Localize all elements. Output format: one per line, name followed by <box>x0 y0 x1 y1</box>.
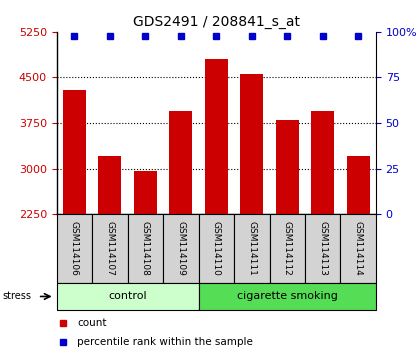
Bar <box>205 59 228 214</box>
Text: GSM114111: GSM114111 <box>247 221 256 276</box>
Text: GSM114106: GSM114106 <box>70 221 79 276</box>
Text: count: count <box>77 318 107 329</box>
Text: GSM114113: GSM114113 <box>318 221 327 276</box>
Text: GSM114107: GSM114107 <box>105 221 114 276</box>
Bar <box>92 214 128 283</box>
Text: percentile rank within the sample: percentile rank within the sample <box>77 337 253 347</box>
Text: GSM114110: GSM114110 <box>212 221 221 276</box>
Text: control: control <box>108 291 147 302</box>
Bar <box>346 156 370 214</box>
Bar <box>98 156 121 214</box>
Text: GSM114108: GSM114108 <box>141 221 150 276</box>
Bar <box>270 214 305 283</box>
Text: GSM114109: GSM114109 <box>176 221 185 276</box>
Bar <box>240 74 263 214</box>
Bar <box>341 214 376 283</box>
Bar <box>128 214 163 283</box>
Bar <box>169 111 192 214</box>
Bar <box>199 214 234 283</box>
Bar <box>57 214 92 283</box>
Bar <box>305 214 341 283</box>
Bar <box>163 214 199 283</box>
Text: GSM114114: GSM114114 <box>354 221 362 276</box>
Bar <box>234 214 270 283</box>
Title: GDS2491 / 208841_s_at: GDS2491 / 208841_s_at <box>133 16 300 29</box>
Text: GSM114112: GSM114112 <box>283 221 292 276</box>
Bar <box>63 90 86 214</box>
Bar <box>276 120 299 214</box>
Text: stress: stress <box>2 291 31 302</box>
Bar <box>199 283 376 310</box>
Text: cigarette smoking: cigarette smoking <box>237 291 338 302</box>
Bar <box>311 111 334 214</box>
Bar <box>134 171 157 214</box>
Bar <box>57 283 199 310</box>
